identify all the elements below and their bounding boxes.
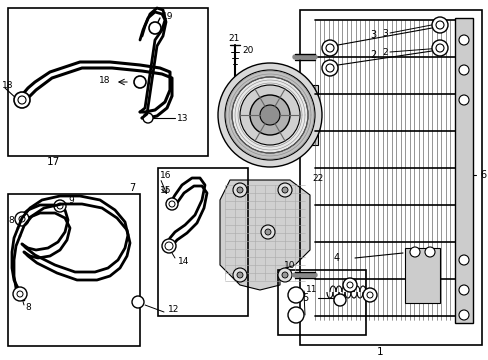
Circle shape xyxy=(458,310,468,320)
Text: 5: 5 xyxy=(301,293,307,303)
Circle shape xyxy=(261,225,274,239)
Circle shape xyxy=(14,92,30,108)
Circle shape xyxy=(232,268,246,282)
Circle shape xyxy=(240,85,299,145)
Circle shape xyxy=(278,268,291,282)
Circle shape xyxy=(458,285,468,295)
Circle shape xyxy=(282,187,287,193)
Bar xyxy=(158,168,247,316)
Bar xyxy=(454,18,472,323)
Circle shape xyxy=(218,63,321,167)
Circle shape xyxy=(134,76,146,88)
Circle shape xyxy=(15,212,29,226)
Circle shape xyxy=(260,105,280,125)
Text: 20: 20 xyxy=(242,45,253,54)
Circle shape xyxy=(237,272,243,278)
Circle shape xyxy=(237,187,243,193)
Circle shape xyxy=(264,229,270,235)
Text: 22: 22 xyxy=(311,174,323,183)
Text: 14: 14 xyxy=(178,257,189,266)
Circle shape xyxy=(458,95,468,105)
Circle shape xyxy=(13,287,27,301)
Circle shape xyxy=(409,247,419,257)
Circle shape xyxy=(362,288,376,302)
Circle shape xyxy=(162,239,176,253)
Circle shape xyxy=(458,35,468,45)
Text: 17: 17 xyxy=(47,157,60,167)
Circle shape xyxy=(431,17,447,33)
Circle shape xyxy=(333,294,346,306)
Text: 2: 2 xyxy=(369,50,375,60)
Text: 9: 9 xyxy=(68,195,74,204)
Circle shape xyxy=(325,44,333,52)
Text: 3: 3 xyxy=(369,30,375,40)
Circle shape xyxy=(435,21,443,29)
Circle shape xyxy=(287,307,304,323)
Circle shape xyxy=(278,183,291,197)
Circle shape xyxy=(232,183,246,197)
Circle shape xyxy=(458,65,468,75)
Text: 10: 10 xyxy=(284,261,295,270)
Text: 15: 15 xyxy=(160,185,171,194)
Circle shape xyxy=(366,292,372,298)
Bar xyxy=(404,248,439,303)
Circle shape xyxy=(18,96,26,104)
Circle shape xyxy=(424,247,434,257)
Text: 13: 13 xyxy=(177,113,188,122)
Circle shape xyxy=(132,296,143,308)
Text: 18: 18 xyxy=(2,81,14,90)
Circle shape xyxy=(224,70,314,160)
Circle shape xyxy=(342,278,356,292)
Bar xyxy=(287,85,317,145)
Text: 2: 2 xyxy=(382,48,387,57)
Circle shape xyxy=(321,40,337,56)
Circle shape xyxy=(142,113,153,123)
Text: 8: 8 xyxy=(25,303,31,312)
Text: 3: 3 xyxy=(382,28,387,37)
Text: 12: 12 xyxy=(168,306,179,315)
Text: 8: 8 xyxy=(8,216,14,225)
Bar xyxy=(8,8,207,156)
Text: 1: 1 xyxy=(376,347,383,357)
Text: 16: 16 xyxy=(160,171,171,180)
Circle shape xyxy=(458,255,468,265)
Circle shape xyxy=(231,77,307,153)
Circle shape xyxy=(165,198,178,210)
Circle shape xyxy=(346,282,352,288)
Circle shape xyxy=(287,287,304,303)
Text: 6: 6 xyxy=(479,170,485,180)
Circle shape xyxy=(431,40,447,56)
Text: 4: 4 xyxy=(333,253,339,263)
Text: 11: 11 xyxy=(305,285,317,294)
Circle shape xyxy=(282,272,287,278)
Bar xyxy=(299,10,481,345)
Bar xyxy=(278,270,365,335)
Bar xyxy=(8,194,140,346)
Circle shape xyxy=(54,200,66,212)
Text: 19: 19 xyxy=(162,12,173,21)
Circle shape xyxy=(435,44,443,52)
Circle shape xyxy=(249,95,289,135)
Text: 7: 7 xyxy=(129,183,135,193)
Circle shape xyxy=(325,64,333,72)
Circle shape xyxy=(321,60,337,76)
Text: 18: 18 xyxy=(98,76,110,85)
Polygon shape xyxy=(220,180,309,290)
Circle shape xyxy=(149,22,161,34)
Text: 21: 21 xyxy=(227,33,239,42)
